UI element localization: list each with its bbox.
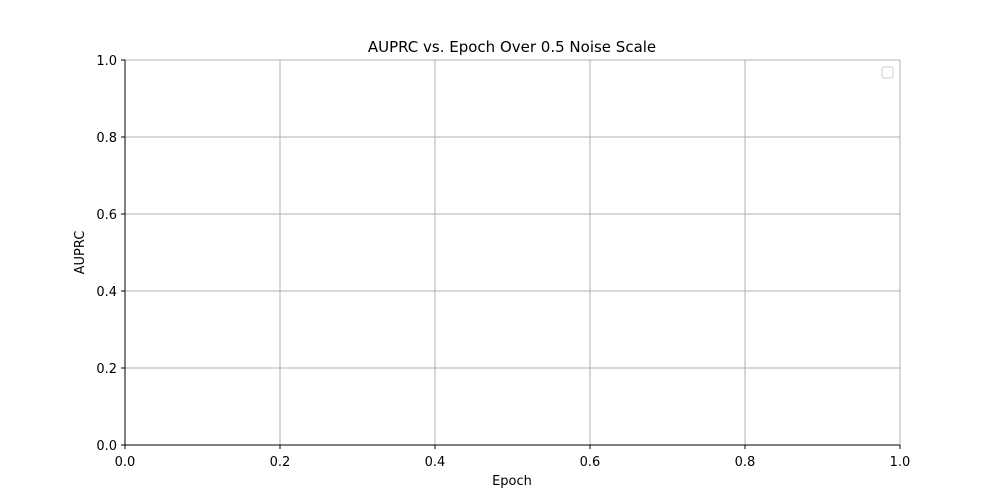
y-axis-label: AUPRC <box>73 231 88 275</box>
chart-title: AUPRC vs. Epoch Over 0.5 Noise Scale <box>368 38 656 56</box>
legend-box <box>881 66 894 79</box>
legend <box>881 66 894 79</box>
y-tick-label: 1.0 <box>96 54 117 69</box>
x-tick-label: 0.6 <box>580 455 601 470</box>
y-tick-label: 0.2 <box>96 362 117 377</box>
y-gridlines <box>125 59 900 369</box>
x-axis-label: Epoch <box>492 474 532 489</box>
y-tick-label: 0.4 <box>96 285 117 300</box>
x-axis-ticks: 0.0 0.2 0.4 0.6 0.8 1.0 <box>115 445 911 470</box>
y-tick-label: 0.6 <box>96 208 117 223</box>
x-tick-label: 0.2 <box>270 455 291 470</box>
y-tick-label: 0.0 <box>96 439 117 454</box>
x-tick-label: 0.0 <box>115 455 136 470</box>
x-tick-label: 1.0 <box>890 455 911 470</box>
x-gridlines <box>279 60 901 445</box>
y-tick-label: 0.8 <box>96 131 117 146</box>
x-tick-label: 0.4 <box>425 455 446 470</box>
x-tick-label: 0.8 <box>735 455 756 470</box>
y-axis-ticks: 0.0 0.2 0.4 0.6 0.8 1.0 <box>96 54 125 454</box>
